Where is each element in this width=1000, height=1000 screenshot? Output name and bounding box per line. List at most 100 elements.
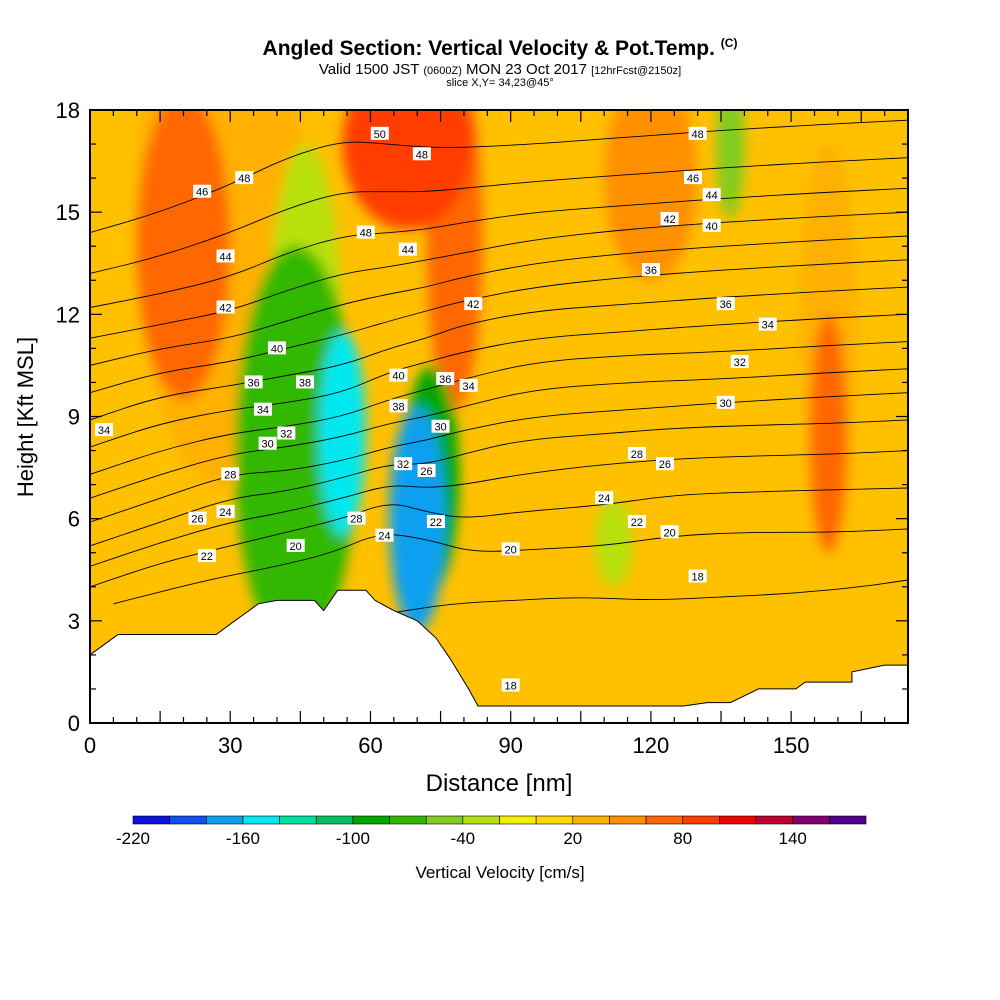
theta-contour-24 bbox=[90, 450, 908, 567]
updraft-cell-7 bbox=[136, 110, 231, 400]
contour-label-text: 22 bbox=[430, 517, 442, 529]
colorbar-tick-label: -100 bbox=[336, 829, 370, 848]
updraft-cell-8 bbox=[809, 314, 848, 553]
contour-label-47: 20 bbox=[660, 525, 679, 539]
contour-label-text: 22 bbox=[631, 517, 643, 529]
theta-contour-30 bbox=[90, 368, 908, 499]
colorbar-label: Vertical Velocity [cm/s] bbox=[415, 863, 585, 882]
y-tick-label: 3 bbox=[68, 609, 80, 634]
x-axis-label: Distance [nm] bbox=[426, 770, 573, 797]
theta-contour-22 bbox=[90, 487, 908, 588]
contour-label-25: 28 bbox=[347, 511, 366, 526]
theta-contour-28 bbox=[90, 392, 908, 523]
contour-label-text: 18 bbox=[692, 572, 704, 584]
contour-label-22: 28 bbox=[221, 467, 240, 481]
contour-label-text: 24 bbox=[378, 531, 390, 543]
colorbar-tick-label: -220 bbox=[116, 829, 150, 848]
contour-label-11: 36 bbox=[244, 375, 263, 389]
contour-label-24: 24 bbox=[216, 504, 235, 519]
y-axis-label: Height [Kft MSL] bbox=[13, 337, 38, 497]
contour-label-text: 44 bbox=[402, 245, 414, 257]
y-tick-label: 15 bbox=[56, 200, 80, 225]
contour-labels: 50 48 48 46 48 44 44 42 42 40 38 36 34 32 30 40 38 36 34 30… bbox=[95, 126, 777, 693]
contour-label-10: 38 bbox=[296, 375, 315, 389]
contour-label-text: 40 bbox=[271, 343, 283, 355]
colorbar-swatch bbox=[169, 815, 207, 825]
contour-label-18: 34 bbox=[459, 378, 478, 393]
contour-label-text: 48 bbox=[360, 228, 372, 240]
contour-label-text: 36 bbox=[247, 377, 259, 389]
contour-label-35: 44 bbox=[702, 188, 721, 202]
contour-label-3: 46 bbox=[193, 184, 212, 199]
theta-contour-44 bbox=[90, 187, 908, 308]
colorbar-swatch bbox=[206, 815, 244, 825]
subtitle-forecast: [12hrFcst@2150z] bbox=[591, 65, 682, 77]
contour-label-text: 24 bbox=[598, 493, 610, 505]
colorbar-swatch bbox=[499, 815, 537, 825]
contour-label-text: 40 bbox=[706, 221, 718, 233]
contour-label-text: 38 bbox=[299, 377, 311, 389]
contour-label-text: 30 bbox=[261, 439, 273, 451]
contour-label-42: 30 bbox=[716, 395, 735, 410]
contour-label-43: 28 bbox=[627, 446, 646, 461]
contour-label-39: 36 bbox=[716, 297, 735, 311]
contour-label-text: 36 bbox=[645, 265, 657, 277]
theta-contour-34 bbox=[90, 313, 908, 448]
contour-label-text: 36 bbox=[439, 374, 451, 386]
contour-label-6: 44 bbox=[216, 249, 235, 263]
contour-label-text: 48 bbox=[416, 149, 428, 161]
slice-label: slice X,Y= 34,23@45° bbox=[446, 77, 554, 89]
theta-contour-36 bbox=[90, 286, 908, 421]
contour-label-text: 28 bbox=[350, 514, 362, 526]
downdraft-cell-13 bbox=[319, 331, 366, 536]
contour-label-15: 40 bbox=[389, 368, 408, 383]
contour-label-text: 28 bbox=[224, 469, 236, 481]
colorbar-swatch bbox=[645, 815, 684, 825]
colorbar-swatch bbox=[315, 815, 354, 825]
contour-label-36: 42 bbox=[660, 211, 679, 226]
subtitle-zulu: (0600Z) bbox=[423, 65, 462, 77]
contour-label-4: 48 bbox=[356, 225, 375, 240]
theta-contour-32 bbox=[90, 341, 908, 475]
colorbar-swatch bbox=[535, 815, 574, 825]
contour-label-13: 32 bbox=[277, 426, 296, 441]
contour-label-text: 44 bbox=[219, 251, 231, 263]
title-tag: (C) bbox=[720, 36, 738, 50]
chart-title: Angled Section: Vertical Velocity & Pot.… bbox=[262, 36, 738, 60]
contour-label-text: 30 bbox=[720, 398, 732, 410]
theta-contour-40 bbox=[90, 235, 908, 366]
contour-label-44: 26 bbox=[655, 457, 674, 471]
contour-label-text: 18 bbox=[505, 681, 517, 693]
contour-label-45: 24 bbox=[595, 491, 614, 505]
contour-label-12: 34 bbox=[253, 402, 272, 417]
colorbar-swatch bbox=[755, 815, 793, 825]
colorbar-swatch bbox=[682, 815, 720, 825]
colorbar-swatch bbox=[132, 815, 170, 825]
x-tick-label: 90 bbox=[498, 733, 522, 758]
contour-label-19: 30 bbox=[431, 419, 450, 434]
x-tick-label: 120 bbox=[633, 733, 670, 758]
contour-label-text: 20 bbox=[505, 544, 517, 556]
contour-label-text: 42 bbox=[663, 214, 675, 226]
contour-label-30: 20 bbox=[501, 542, 520, 556]
x-axis: 0 30 60 90 120 150 bbox=[84, 110, 909, 758]
contour-label-text: 32 bbox=[280, 429, 292, 441]
contour-label-9: 40 bbox=[267, 341, 286, 355]
contour-label-text: 22 bbox=[201, 551, 213, 563]
theta-contour-46 bbox=[90, 157, 908, 274]
contour-label-41: 32 bbox=[730, 355, 749, 369]
theta-contour-26 bbox=[90, 419, 908, 547]
contour-label-23: 26 bbox=[188, 511, 207, 526]
colorbar-swatch bbox=[279, 815, 317, 825]
contour-label-21: 26 bbox=[417, 463, 436, 478]
contour-label-1: 48 bbox=[412, 147, 431, 161]
contour-label-text: 34 bbox=[762, 320, 774, 332]
y-tick-label: 12 bbox=[56, 302, 80, 327]
chart-subtitle: Valid 1500 JST (0600Z) MON 23 Oct 2017 [… bbox=[0, 61, 1000, 78]
contour-label-text: 30 bbox=[434, 422, 446, 434]
y-tick-label: 0 bbox=[68, 711, 80, 736]
contour-label-48: 18 bbox=[688, 569, 707, 584]
colorbar-swatch bbox=[425, 815, 464, 825]
contour-label-text: 24 bbox=[219, 507, 231, 519]
